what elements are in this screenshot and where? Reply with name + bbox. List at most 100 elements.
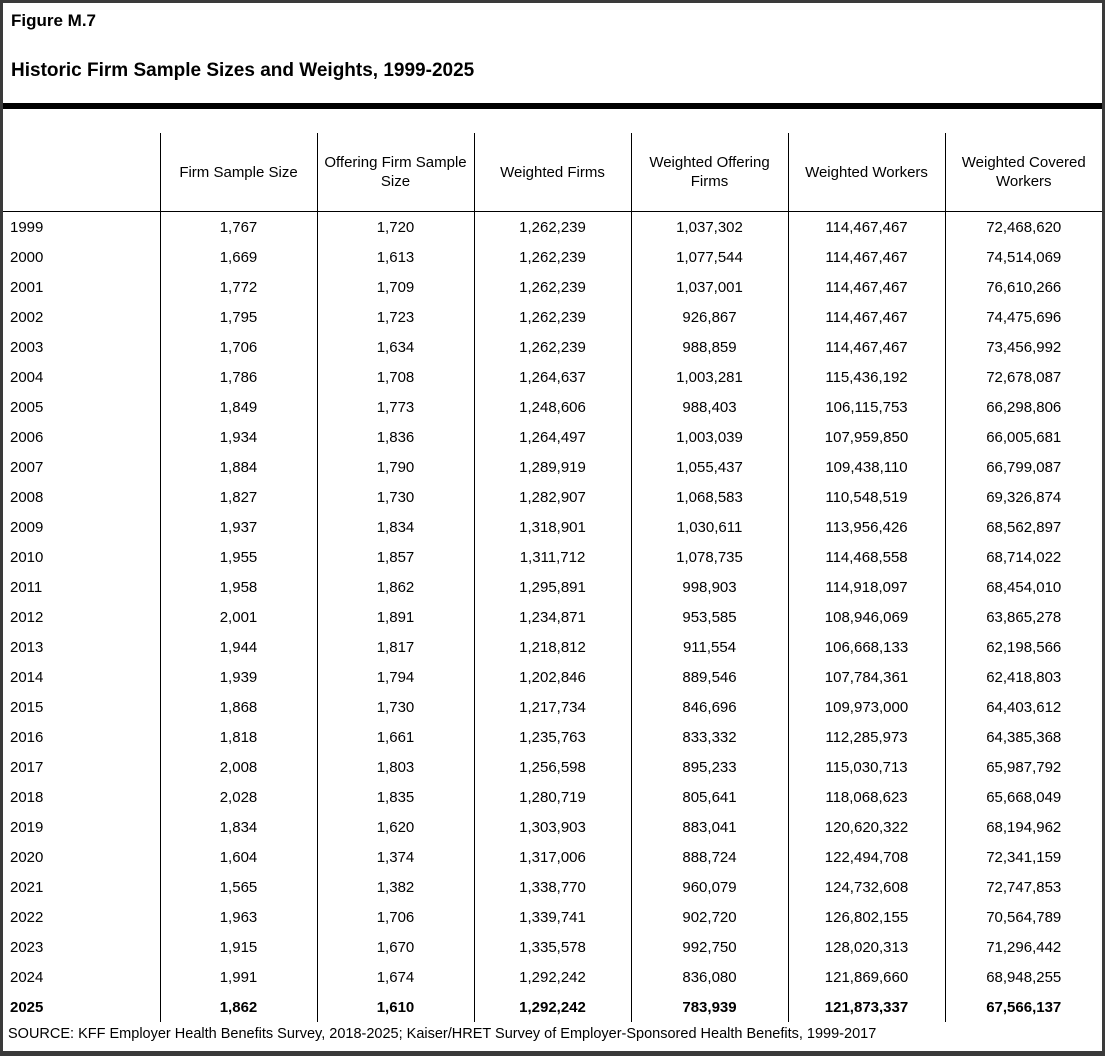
value-cell: 114,468,558 [787, 542, 945, 572]
value-cell: 1,958 [159, 572, 317, 602]
value-cell: 1,295,891 [473, 572, 631, 602]
value-cell: 888,724 [630, 842, 788, 872]
table-row: 2022 1,963 1,706 1,339,741 902,720 126,802,15… [3, 902, 1102, 932]
data-table: Firm Sample Size Offering Firm Sample Si… [3, 133, 1102, 1022]
table-body: 1999 1,767 1,720 1,262,239 1,037,302 114,467,… [3, 211, 1102, 1022]
value-cell: 1,944 [159, 632, 317, 662]
table-row: 2011 1,958 1,862 1,295,891 998,903 114,918,09… [3, 572, 1102, 602]
value-cell: 109,973,000 [787, 692, 945, 722]
value-cell: 1,217,734 [473, 692, 631, 722]
table-row: 2000 1,669 1,613 1,262,239 1,077,544 114,467,… [3, 242, 1102, 272]
value-cell: 65,987,792 [944, 752, 1102, 782]
value-cell: 68,454,010 [944, 572, 1102, 602]
year-cell: 1999 [10, 218, 44, 236]
value-cell: 121,873,337 [787, 992, 945, 1022]
value-cell: 926,867 [630, 302, 788, 332]
table-row: 2005 1,849 1,773 1,248,606 988,403 106,115,75… [3, 392, 1102, 422]
table-row: 2012 2,001 1,891 1,234,871 953,585 108,946,06… [3, 602, 1102, 632]
column-header-year [3, 133, 160, 212]
value-cell: 1,262,239 [473, 242, 631, 272]
table-row: 2001 1,772 1,709 1,262,239 1,037,001 114,467,… [3, 272, 1102, 302]
table-row: 2018 2,028 1,835 1,280,719 805,641 118,068,62… [3, 782, 1102, 812]
value-cell: 1,868 [159, 692, 317, 722]
value-cell: 121,869,660 [787, 962, 945, 992]
value-cell: 68,714,022 [944, 542, 1102, 572]
value-cell: 1,262,239 [473, 302, 631, 332]
year-cell: 2024 [10, 968, 44, 986]
value-cell: 1,317,006 [473, 842, 631, 872]
value-cell: 1,730 [316, 482, 474, 512]
value-cell: 68,948,255 [944, 962, 1102, 992]
value-cell: 846,696 [630, 692, 788, 722]
table-row: 2003 1,706 1,634 1,262,239 988,859 114,467,46… [3, 332, 1102, 362]
value-cell: 1,262,239 [473, 332, 631, 362]
value-cell: 70,564,789 [944, 902, 1102, 932]
value-cell: 124,732,608 [787, 872, 945, 902]
value-cell: 64,403,612 [944, 692, 1102, 722]
year-cell: 2003 [10, 338, 44, 356]
table-row: 2019 1,834 1,620 1,303,903 883,041 120,620,32… [3, 812, 1102, 842]
value-cell: 1,235,763 [473, 722, 631, 752]
value-cell: 805,641 [630, 782, 788, 812]
table-header-row: Firm Sample Size Offering Firm Sample Si… [3, 133, 1102, 212]
value-cell: 108,946,069 [787, 602, 945, 632]
table-row: 2002 1,795 1,723 1,262,239 926,867 114,467,46… [3, 302, 1102, 332]
value-cell: 1,264,637 [473, 362, 631, 392]
value-cell: 1,610 [316, 992, 474, 1022]
year-cell: 2001 [10, 278, 44, 296]
value-cell: 63,865,278 [944, 602, 1102, 632]
value-cell: 1,256,598 [473, 752, 631, 782]
value-cell: 1,030,611 [630, 512, 788, 542]
value-cell: 1,565 [159, 872, 317, 902]
value-cell: 1,335,578 [473, 932, 631, 962]
value-cell: 128,020,313 [787, 932, 945, 962]
value-cell: 1,709 [316, 272, 474, 302]
value-cell: 1,772 [159, 272, 317, 302]
value-cell: 1,720 [316, 211, 474, 242]
table-row: 2017 2,008 1,803 1,256,598 895,233 115,030,71… [3, 752, 1102, 782]
value-cell: 109,438,110 [787, 452, 945, 482]
table-row: 2021 1,565 1,382 1,338,770 960,079 124,732,60… [3, 872, 1102, 902]
year-cell: 2011 [10, 578, 43, 596]
value-cell: 76,610,266 [944, 272, 1102, 302]
value-cell: 1,218,812 [473, 632, 631, 662]
table-row: 2023 1,915 1,670 1,335,578 992,750 128,020,31… [3, 932, 1102, 962]
value-cell: 1,723 [316, 302, 474, 332]
year-cell: 2021 [10, 878, 44, 896]
value-cell: 1,817 [316, 632, 474, 662]
value-cell: 1,857 [316, 542, 474, 572]
year-cell: 2019 [10, 818, 44, 836]
value-cell: 1,706 [159, 332, 317, 362]
value-cell: 72,678,087 [944, 362, 1102, 392]
value-cell: 1,280,719 [473, 782, 631, 812]
value-cell: 1,891 [316, 602, 474, 632]
value-cell: 114,918,097 [787, 572, 945, 602]
value-cell: 1,318,901 [473, 512, 631, 542]
value-cell: 112,285,973 [787, 722, 945, 752]
value-cell: 71,296,442 [944, 932, 1102, 962]
year-cell: 2002 [10, 308, 44, 326]
value-cell: 1,836 [316, 422, 474, 452]
value-cell: 72,747,853 [944, 872, 1102, 902]
value-cell: 1,767 [159, 211, 317, 242]
value-cell: 1,613 [316, 242, 474, 272]
value-cell: 783,939 [630, 992, 788, 1022]
value-cell: 1,849 [159, 392, 317, 422]
value-cell: 1,786 [159, 362, 317, 392]
value-cell: 64,385,368 [944, 722, 1102, 752]
column-header-weighted-firms: Weighted Firms [473, 133, 631, 212]
year-cell: 2017 [10, 758, 44, 776]
value-cell: 114,467,467 [787, 302, 945, 332]
year-cell: 2009 [10, 518, 44, 536]
value-cell: 126,802,155 [787, 902, 945, 932]
value-cell: 1,292,242 [473, 962, 631, 992]
value-cell: 911,554 [630, 632, 788, 662]
year-cell: 2004 [10, 368, 44, 386]
value-cell: 1,706 [316, 902, 474, 932]
value-cell: 1,262,239 [473, 272, 631, 302]
value-cell: 1,963 [159, 902, 317, 932]
value-cell: 1,037,001 [630, 272, 788, 302]
value-cell: 883,041 [630, 812, 788, 842]
year-cell: 2018 [10, 788, 44, 806]
value-cell: 73,456,992 [944, 332, 1102, 362]
